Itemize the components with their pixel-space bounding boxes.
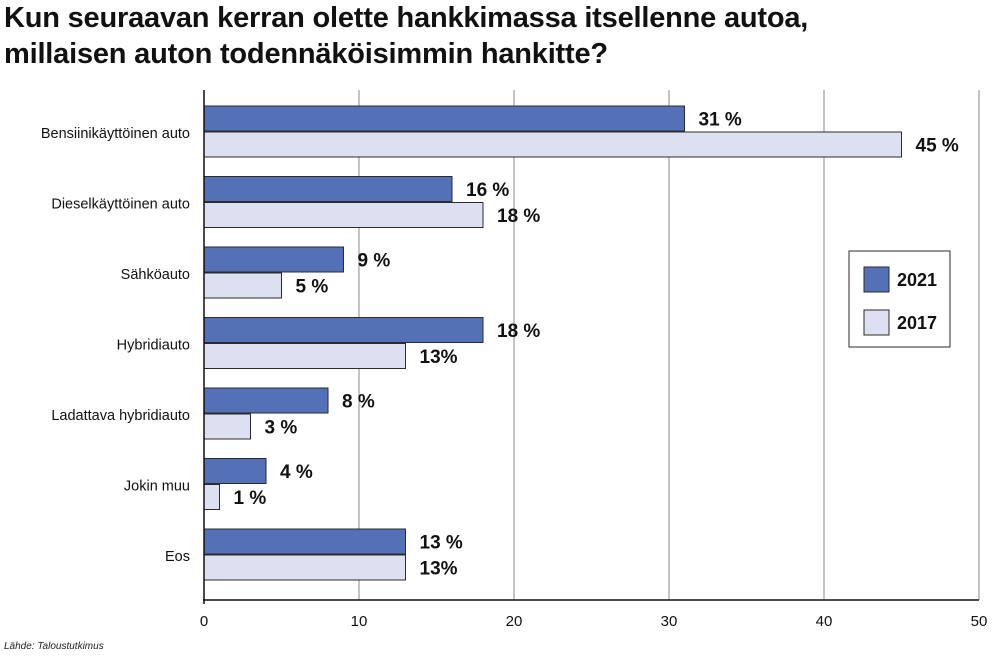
value-label-2017-1: 18 % bbox=[497, 206, 540, 227]
x-tick-label-10: 10 bbox=[351, 613, 368, 630]
source-note: Lähde: Taloustutkimus bbox=[4, 641, 104, 652]
bar-2021-0 bbox=[203, 105, 685, 132]
category-label-3: Hybridiauto bbox=[117, 338, 190, 354]
value-label-2021-4: 8 % bbox=[342, 392, 375, 413]
chart-title: Kun seuraavan kerran olette hankkimassa … bbox=[4, 0, 994, 72]
value-label-2017-2: 5 % bbox=[296, 277, 329, 298]
bar-2017-2 bbox=[203, 272, 282, 299]
chart-title-line-2: millaisen auton todennäköisimmin hankitt… bbox=[4, 38, 608, 70]
bar-2017-0 bbox=[203, 131, 902, 158]
bar-2021-2 bbox=[203, 246, 344, 273]
bar-2017-4 bbox=[203, 413, 251, 440]
bar-2017-3 bbox=[203, 343, 406, 369]
value-label-2021-1: 16 % bbox=[466, 180, 509, 201]
value-label-2017-3: 13% bbox=[420, 347, 458, 368]
category-label-2: Sähköauto bbox=[121, 267, 190, 283]
legend-label-2021: 2021 bbox=[897, 270, 937, 290]
bar-2021-3 bbox=[203, 317, 484, 343]
value-label-2021-5: 4 % bbox=[280, 462, 313, 483]
value-label-2021-3: 18 % bbox=[497, 321, 540, 342]
value-label-2021-2: 9 % bbox=[358, 251, 391, 272]
legend-swatch-2021 bbox=[863, 266, 890, 293]
bar-2021-6 bbox=[203, 528, 406, 555]
chart-title-line-1: Kun seuraavan kerran olette hankkimassa … bbox=[4, 2, 809, 34]
x-tick-label-40: 40 bbox=[816, 613, 833, 630]
value-label-2017-5: 1 % bbox=[234, 488, 267, 509]
category-label-4: Ladattava hybridiauto bbox=[51, 408, 190, 424]
bar-2017-1 bbox=[203, 202, 484, 228]
bar-2021-4 bbox=[203, 387, 329, 414]
x-tick-label-20: 20 bbox=[506, 613, 523, 630]
category-label-6: Eos bbox=[165, 549, 190, 565]
bar-2017-5 bbox=[203, 484, 220, 510]
category-label-1: Dieselkäyttöinen auto bbox=[51, 197, 190, 213]
legend-swatch-2017 bbox=[863, 309, 890, 336]
x-tick-label-50: 50 bbox=[971, 613, 988, 630]
category-label-5: Jokin muu bbox=[124, 479, 190, 495]
legend-label-2017: 2017 bbox=[897, 313, 937, 333]
bar-2021-1 bbox=[203, 176, 453, 202]
value-label-2017-4: 3 % bbox=[265, 418, 298, 439]
value-label-2021-0: 31 % bbox=[699, 110, 742, 131]
value-label-2017-6: 13% bbox=[420, 559, 458, 580]
x-tick-label-30: 30 bbox=[661, 613, 678, 630]
bar-2017-6 bbox=[203, 554, 406, 581]
value-label-2021-6: 13 % bbox=[420, 533, 463, 554]
bar-2021-5 bbox=[203, 458, 267, 484]
category-label-0: Bensiinikäyttöinen auto bbox=[41, 126, 190, 142]
x-tick-label-0: 0 bbox=[200, 613, 208, 630]
value-label-2017-0: 45 % bbox=[916, 136, 959, 157]
